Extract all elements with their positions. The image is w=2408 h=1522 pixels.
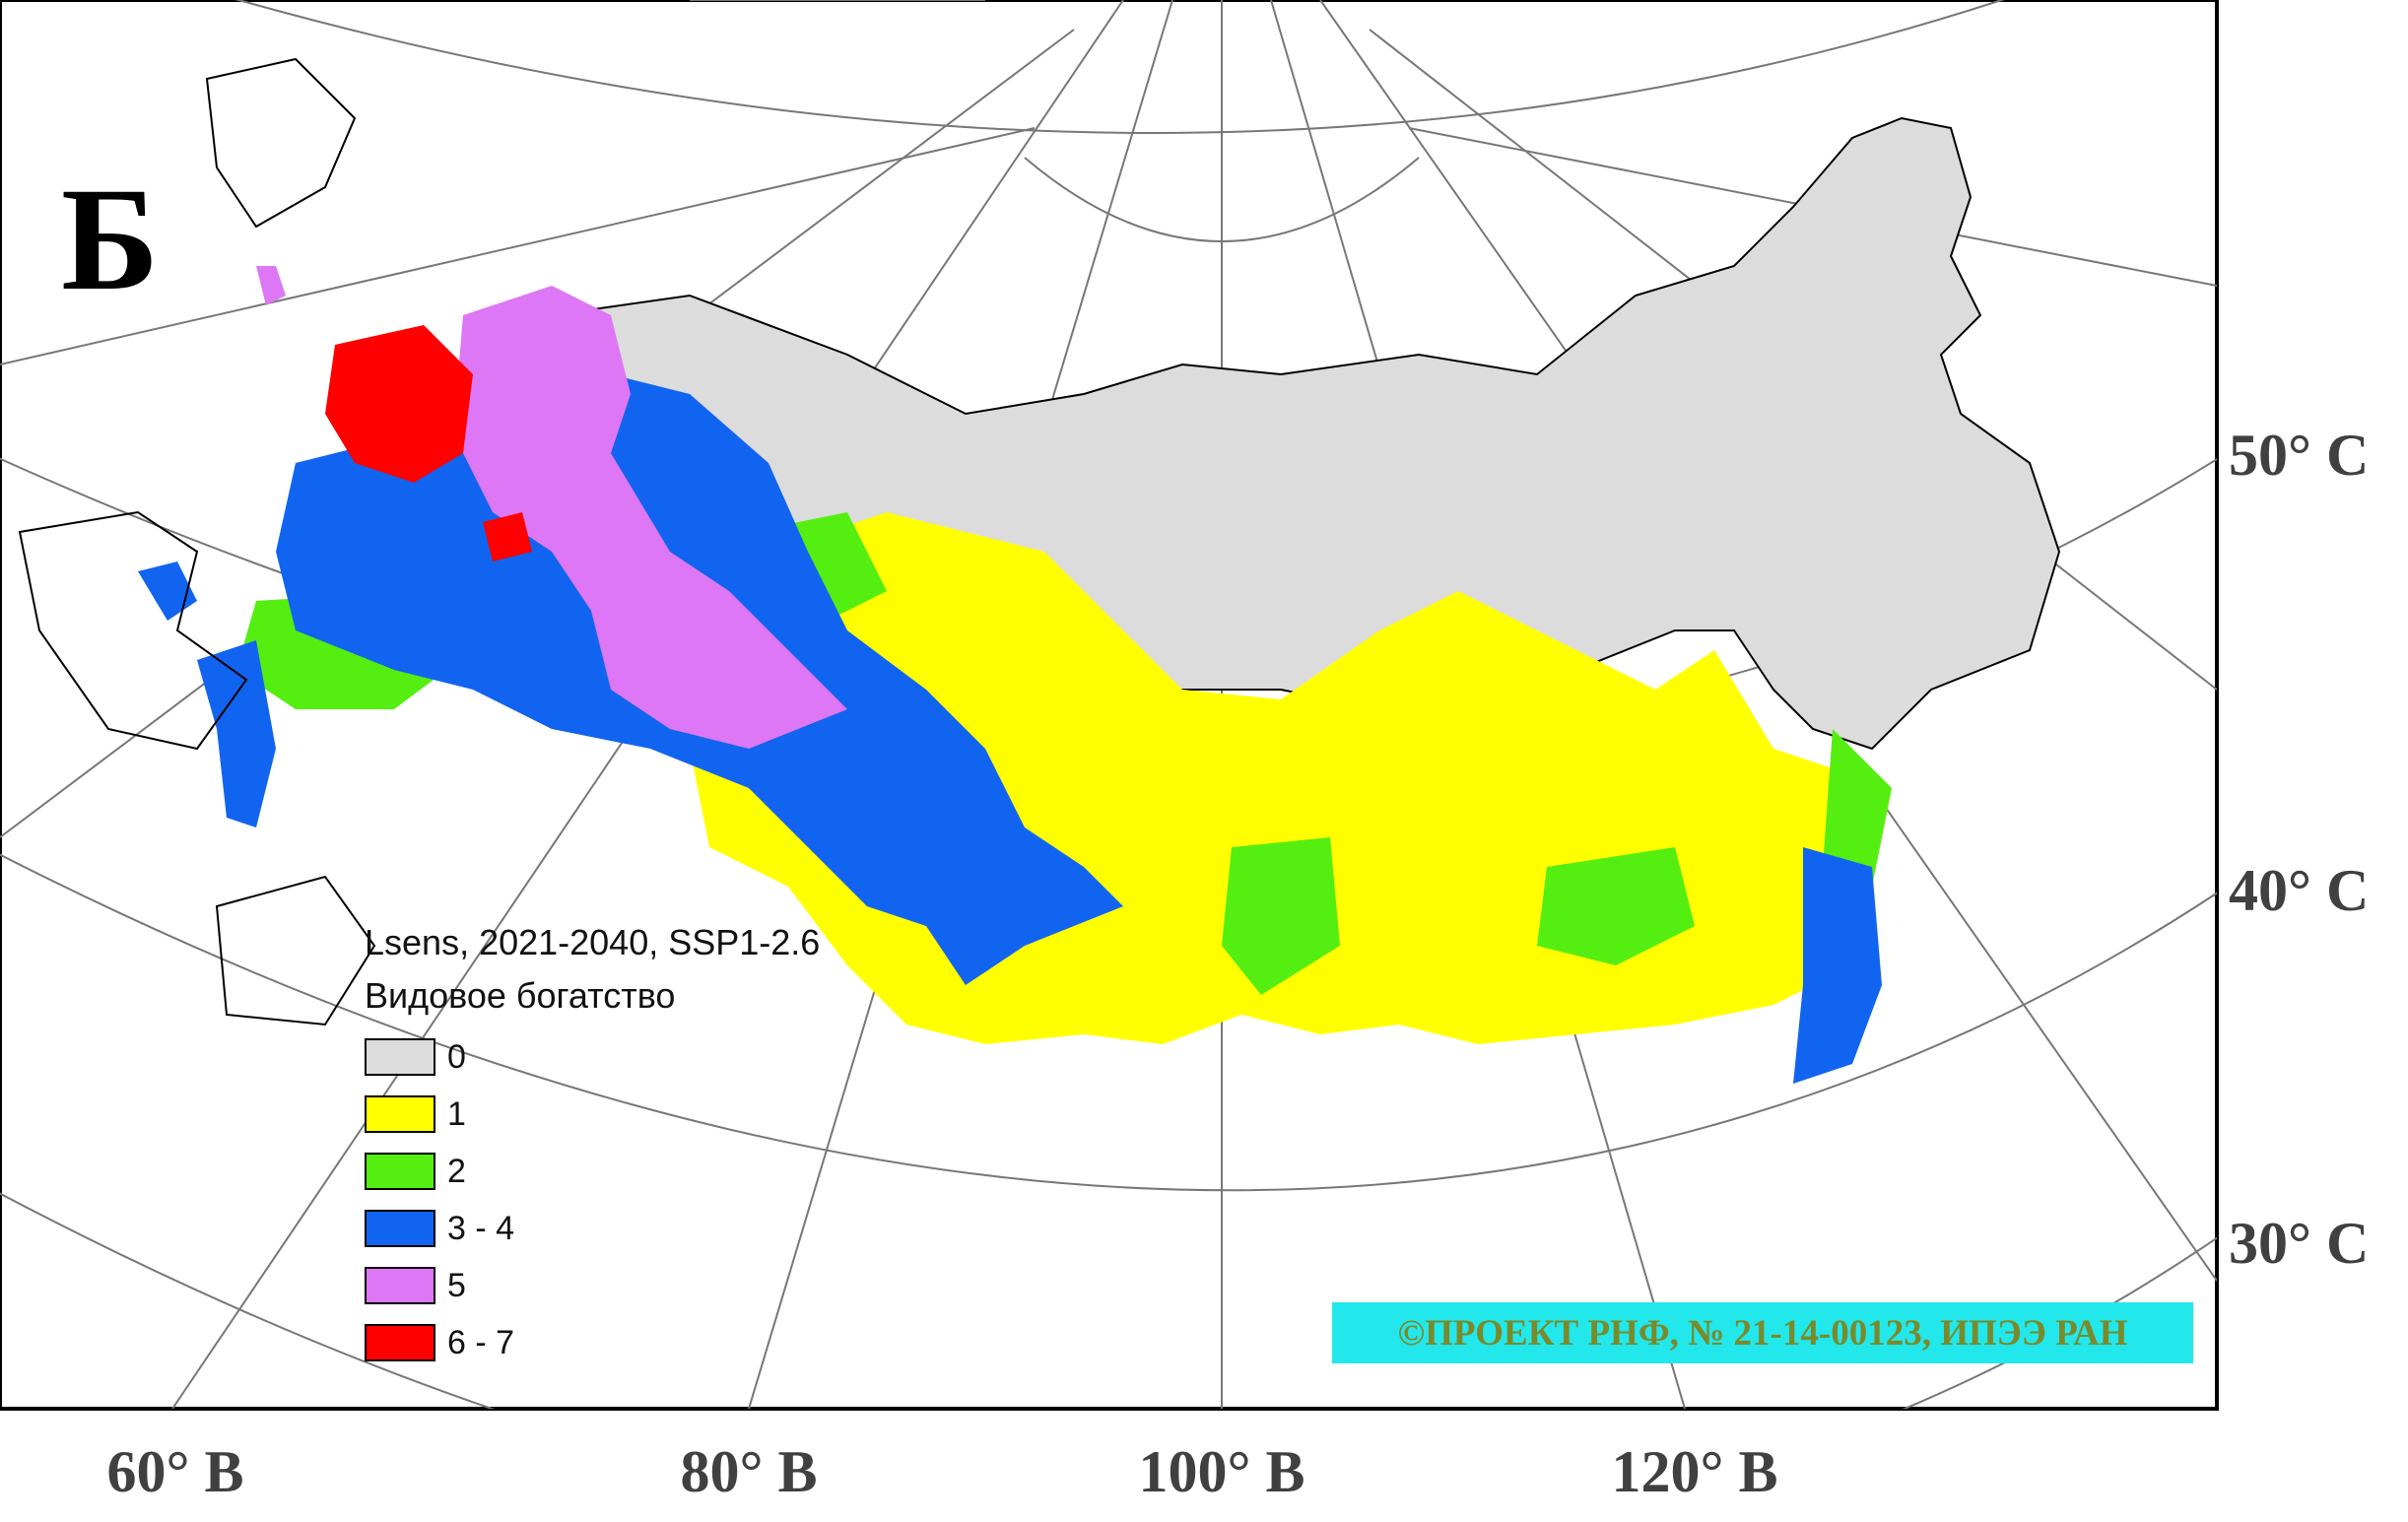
latitude-label-30: 30° С bbox=[2229, 1211, 2370, 1276]
longitude-label-60: 60° В bbox=[106, 1439, 244, 1504]
region-class-3-4 bbox=[197, 640, 276, 827]
legend-swatch bbox=[365, 1267, 435, 1304]
region-class-6-7 bbox=[483, 512, 532, 562]
map-legend: Lsens, 2021-2040, SSP1-2.6 Видовое богат… bbox=[365, 916, 820, 1371]
legend-swatch bbox=[365, 1153, 435, 1190]
legend-item: 3 - 4 bbox=[365, 1200, 820, 1257]
latitude-label-40: 40° С bbox=[2229, 858, 2370, 923]
legend-item: 6 - 7 bbox=[365, 1314, 820, 1371]
neighbour-outline bbox=[205, 57, 357, 229]
legend-item: 5 bbox=[365, 1257, 820, 1314]
legend-label: 1 bbox=[447, 1094, 466, 1133]
neighbour-outline bbox=[215, 875, 376, 1026]
region-class-2 bbox=[1222, 837, 1340, 995]
legend-label: 2 bbox=[447, 1152, 466, 1190]
longitude-label-80: 80° В bbox=[680, 1439, 818, 1504]
region-class-5 bbox=[453, 286, 847, 749]
region-class-3-4 bbox=[138, 562, 197, 621]
legend-label: 5 bbox=[447, 1266, 466, 1304]
legend-label: 0 bbox=[447, 1037, 466, 1076]
region-class-3-4 bbox=[1793, 847, 1882, 1084]
longitude-label-100: 100° В bbox=[1138, 1439, 1305, 1504]
region-class-5 bbox=[256, 266, 286, 305]
legend-swatch bbox=[365, 1095, 435, 1133]
meridian-line bbox=[0, 127, 1036, 365]
latitude-line bbox=[0, 853, 2217, 1192]
legend-swatch bbox=[365, 1324, 435, 1361]
legend-label: 3 - 4 bbox=[447, 1209, 515, 1247]
panel-letter: Б bbox=[61, 158, 160, 321]
legend-swatch bbox=[365, 1210, 435, 1247]
legend-item: 2 bbox=[365, 1143, 820, 1200]
latitude-label-50: 50° С bbox=[2229, 423, 2370, 488]
region-class-6-7 bbox=[325, 325, 473, 483]
legend-title: Lsens, 2021-2040, SSP1-2.6 bbox=[365, 922, 821, 962]
region-class-2 bbox=[1537, 847, 1695, 965]
legend-subtitle: Видовое богатство bbox=[365, 975, 676, 1016]
latitude-line bbox=[234, 0, 2005, 134]
legend-label: 6 - 7 bbox=[447, 1323, 515, 1361]
legend-item: 0 bbox=[365, 1028, 820, 1086]
project-credit: ©ПРОЕКТ РНФ, № 21-14-00123, ИПЭЭ РАН bbox=[1332, 1302, 2193, 1363]
latitude-line bbox=[0, 1192, 2217, 1409]
legend-items: 0 1 2 3 - 4 5 6 - 7 bbox=[365, 1028, 820, 1371]
legend-item: 1 bbox=[365, 1086, 820, 1143]
region-class-2 bbox=[1823, 729, 1892, 887]
neighbour-outline bbox=[18, 510, 248, 751]
legend-swatch bbox=[365, 1038, 435, 1076]
longitude-label-120: 120° В bbox=[1611, 1439, 1778, 1504]
